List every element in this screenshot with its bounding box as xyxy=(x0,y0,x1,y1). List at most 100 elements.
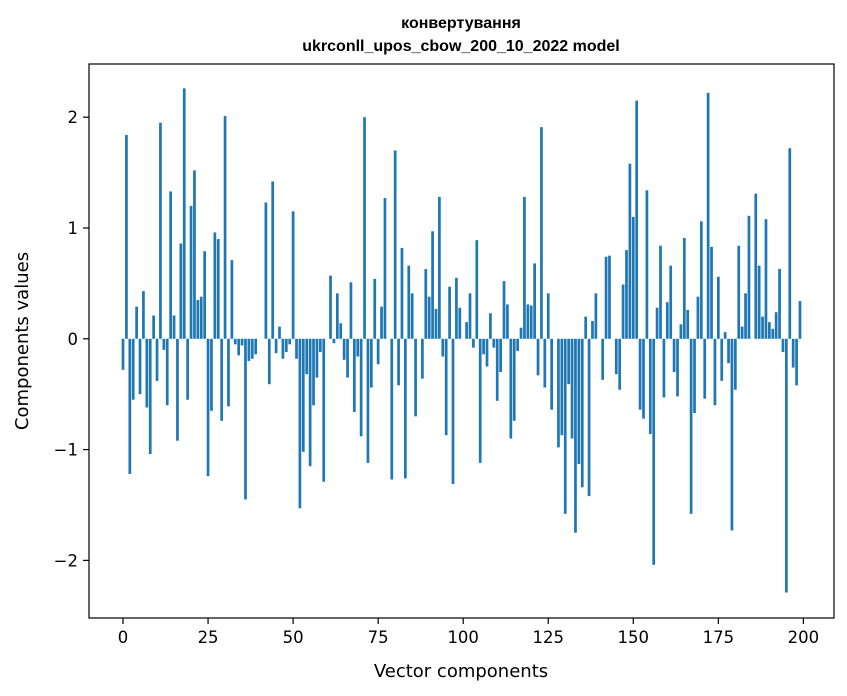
bar-156 xyxy=(652,338,656,565)
bar-193 xyxy=(778,268,781,339)
bar-74 xyxy=(373,278,377,339)
bar-173 xyxy=(710,246,713,339)
bar-118 xyxy=(523,196,526,339)
bar-53 xyxy=(301,338,305,452)
x-tick-label: 0 xyxy=(118,628,129,647)
bar-51 xyxy=(295,338,298,359)
bar-163 xyxy=(676,338,679,397)
bar-132 xyxy=(570,338,574,439)
bar-162 xyxy=(672,338,676,373)
bar-151 xyxy=(635,100,639,339)
bar-5 xyxy=(138,338,142,395)
bar-155 xyxy=(648,338,652,435)
x-tick-label: 25 xyxy=(198,628,219,647)
bar-195 xyxy=(785,338,788,593)
bar-123 xyxy=(540,127,543,339)
bar-75 xyxy=(376,338,380,365)
bar-10 xyxy=(155,338,159,381)
bar-3 xyxy=(131,338,135,400)
bar-95 xyxy=(444,338,448,436)
bar-25 xyxy=(206,338,210,477)
bar-139 xyxy=(594,293,598,339)
bar-150 xyxy=(631,216,635,339)
bar-72 xyxy=(366,338,370,463)
bar-14 xyxy=(169,191,172,339)
bar-96 xyxy=(448,286,451,339)
bar-137 xyxy=(587,338,591,497)
bar-69 xyxy=(356,338,360,357)
bar-49 xyxy=(288,338,292,345)
bar-109 xyxy=(492,338,496,348)
bar-17 xyxy=(179,243,183,339)
bar-23 xyxy=(199,296,203,339)
bar-39 xyxy=(254,338,258,355)
bar-184 xyxy=(747,215,751,339)
bar-160 xyxy=(665,302,669,339)
bar-2 xyxy=(128,338,132,474)
bar-65 xyxy=(342,338,346,360)
bar-183 xyxy=(744,293,747,339)
bar-98 xyxy=(455,277,458,339)
bar-24 xyxy=(203,251,207,339)
bar-168 xyxy=(693,338,696,414)
bar-45 xyxy=(274,338,278,354)
y-tick-label: −1 xyxy=(54,441,78,460)
bar-61 xyxy=(329,275,332,339)
bar-37 xyxy=(247,338,251,361)
bar-30 xyxy=(223,116,227,339)
bar-188 xyxy=(761,316,764,339)
bar-28 xyxy=(216,239,220,339)
bar-120 xyxy=(529,305,533,339)
bar-58 xyxy=(318,338,322,353)
bar-57 xyxy=(315,338,319,378)
bar-129 xyxy=(560,338,564,436)
bar-6 xyxy=(142,291,145,339)
y-tick-label: 2 xyxy=(68,108,79,127)
bar-130 xyxy=(563,338,567,514)
x-tick-label: 125 xyxy=(532,628,564,647)
bar-192 xyxy=(774,312,778,339)
bar-54 xyxy=(305,338,309,375)
bar-89 xyxy=(424,268,428,339)
bar-92 xyxy=(434,308,438,339)
bar-174 xyxy=(713,338,717,406)
plot-area xyxy=(89,64,834,618)
bar-104 xyxy=(475,240,479,339)
bar-108 xyxy=(489,313,492,339)
chart-title-line-2: ukrconll_upos_cbow_200_10_2022 model xyxy=(302,38,619,55)
bar-186 xyxy=(754,193,758,339)
bar-8 xyxy=(148,338,152,455)
bar-133 xyxy=(574,338,577,533)
bar-97 xyxy=(451,338,455,484)
bar-31 xyxy=(227,338,230,407)
bar-198 xyxy=(795,338,798,386)
bar-83 xyxy=(404,338,407,479)
bar-169 xyxy=(696,296,700,339)
bar-32 xyxy=(230,260,234,339)
bar-126 xyxy=(550,338,554,410)
bar-172 xyxy=(706,92,710,339)
bar-26 xyxy=(210,338,213,411)
bar-165 xyxy=(682,237,686,339)
bar-86 xyxy=(414,338,417,417)
bar-134 xyxy=(577,338,581,464)
bar-107 xyxy=(485,338,489,367)
bar-76 xyxy=(380,306,383,339)
bar-35 xyxy=(240,338,244,346)
bar-43 xyxy=(267,338,271,385)
bar-103 xyxy=(472,338,475,348)
bar-102 xyxy=(468,293,472,339)
bar-55 xyxy=(308,338,312,467)
bar-122 xyxy=(536,338,540,376)
bar-1 xyxy=(125,134,128,339)
bar-175 xyxy=(716,276,720,339)
bar-66 xyxy=(346,338,349,378)
bar-116 xyxy=(516,338,519,351)
bar-194 xyxy=(781,338,785,353)
x-tick-label: 100 xyxy=(447,628,479,647)
x-tick-label: 175 xyxy=(703,628,735,647)
bar-170 xyxy=(699,221,703,339)
bar-153 xyxy=(642,338,645,419)
bar-149 xyxy=(628,163,632,339)
